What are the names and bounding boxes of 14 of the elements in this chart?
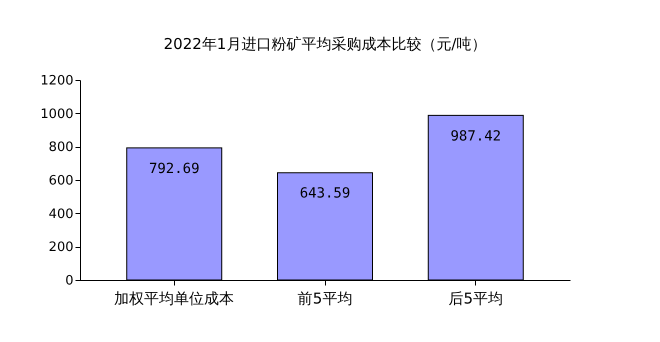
x-tick-label: 后5平均 — [448, 290, 504, 308]
y-tick-label: 800 — [48, 140, 74, 156]
chart-title: 2022年1月进口粉矿平均采购成本比较（元/吨） — [164, 35, 486, 53]
data-label: 987.42 — [450, 128, 502, 144]
y-tick-label: 600 — [48, 174, 74, 188]
x-tick-label: 前5平均 — [298, 290, 352, 308]
x-tick-label: 加权平均单位成本 — [114, 290, 234, 308]
y-tick-label: 0 — [65, 274, 74, 288]
data-label: 643.59 — [300, 186, 350, 202]
y-tick-label: 1000 — [40, 106, 74, 122]
y-tick-label: 200 — [48, 240, 74, 256]
y-tick-label: 400 — [48, 206, 74, 222]
y-tick-label: 1200 — [40, 74, 74, 88]
data-label: 792.69 — [148, 160, 200, 177]
